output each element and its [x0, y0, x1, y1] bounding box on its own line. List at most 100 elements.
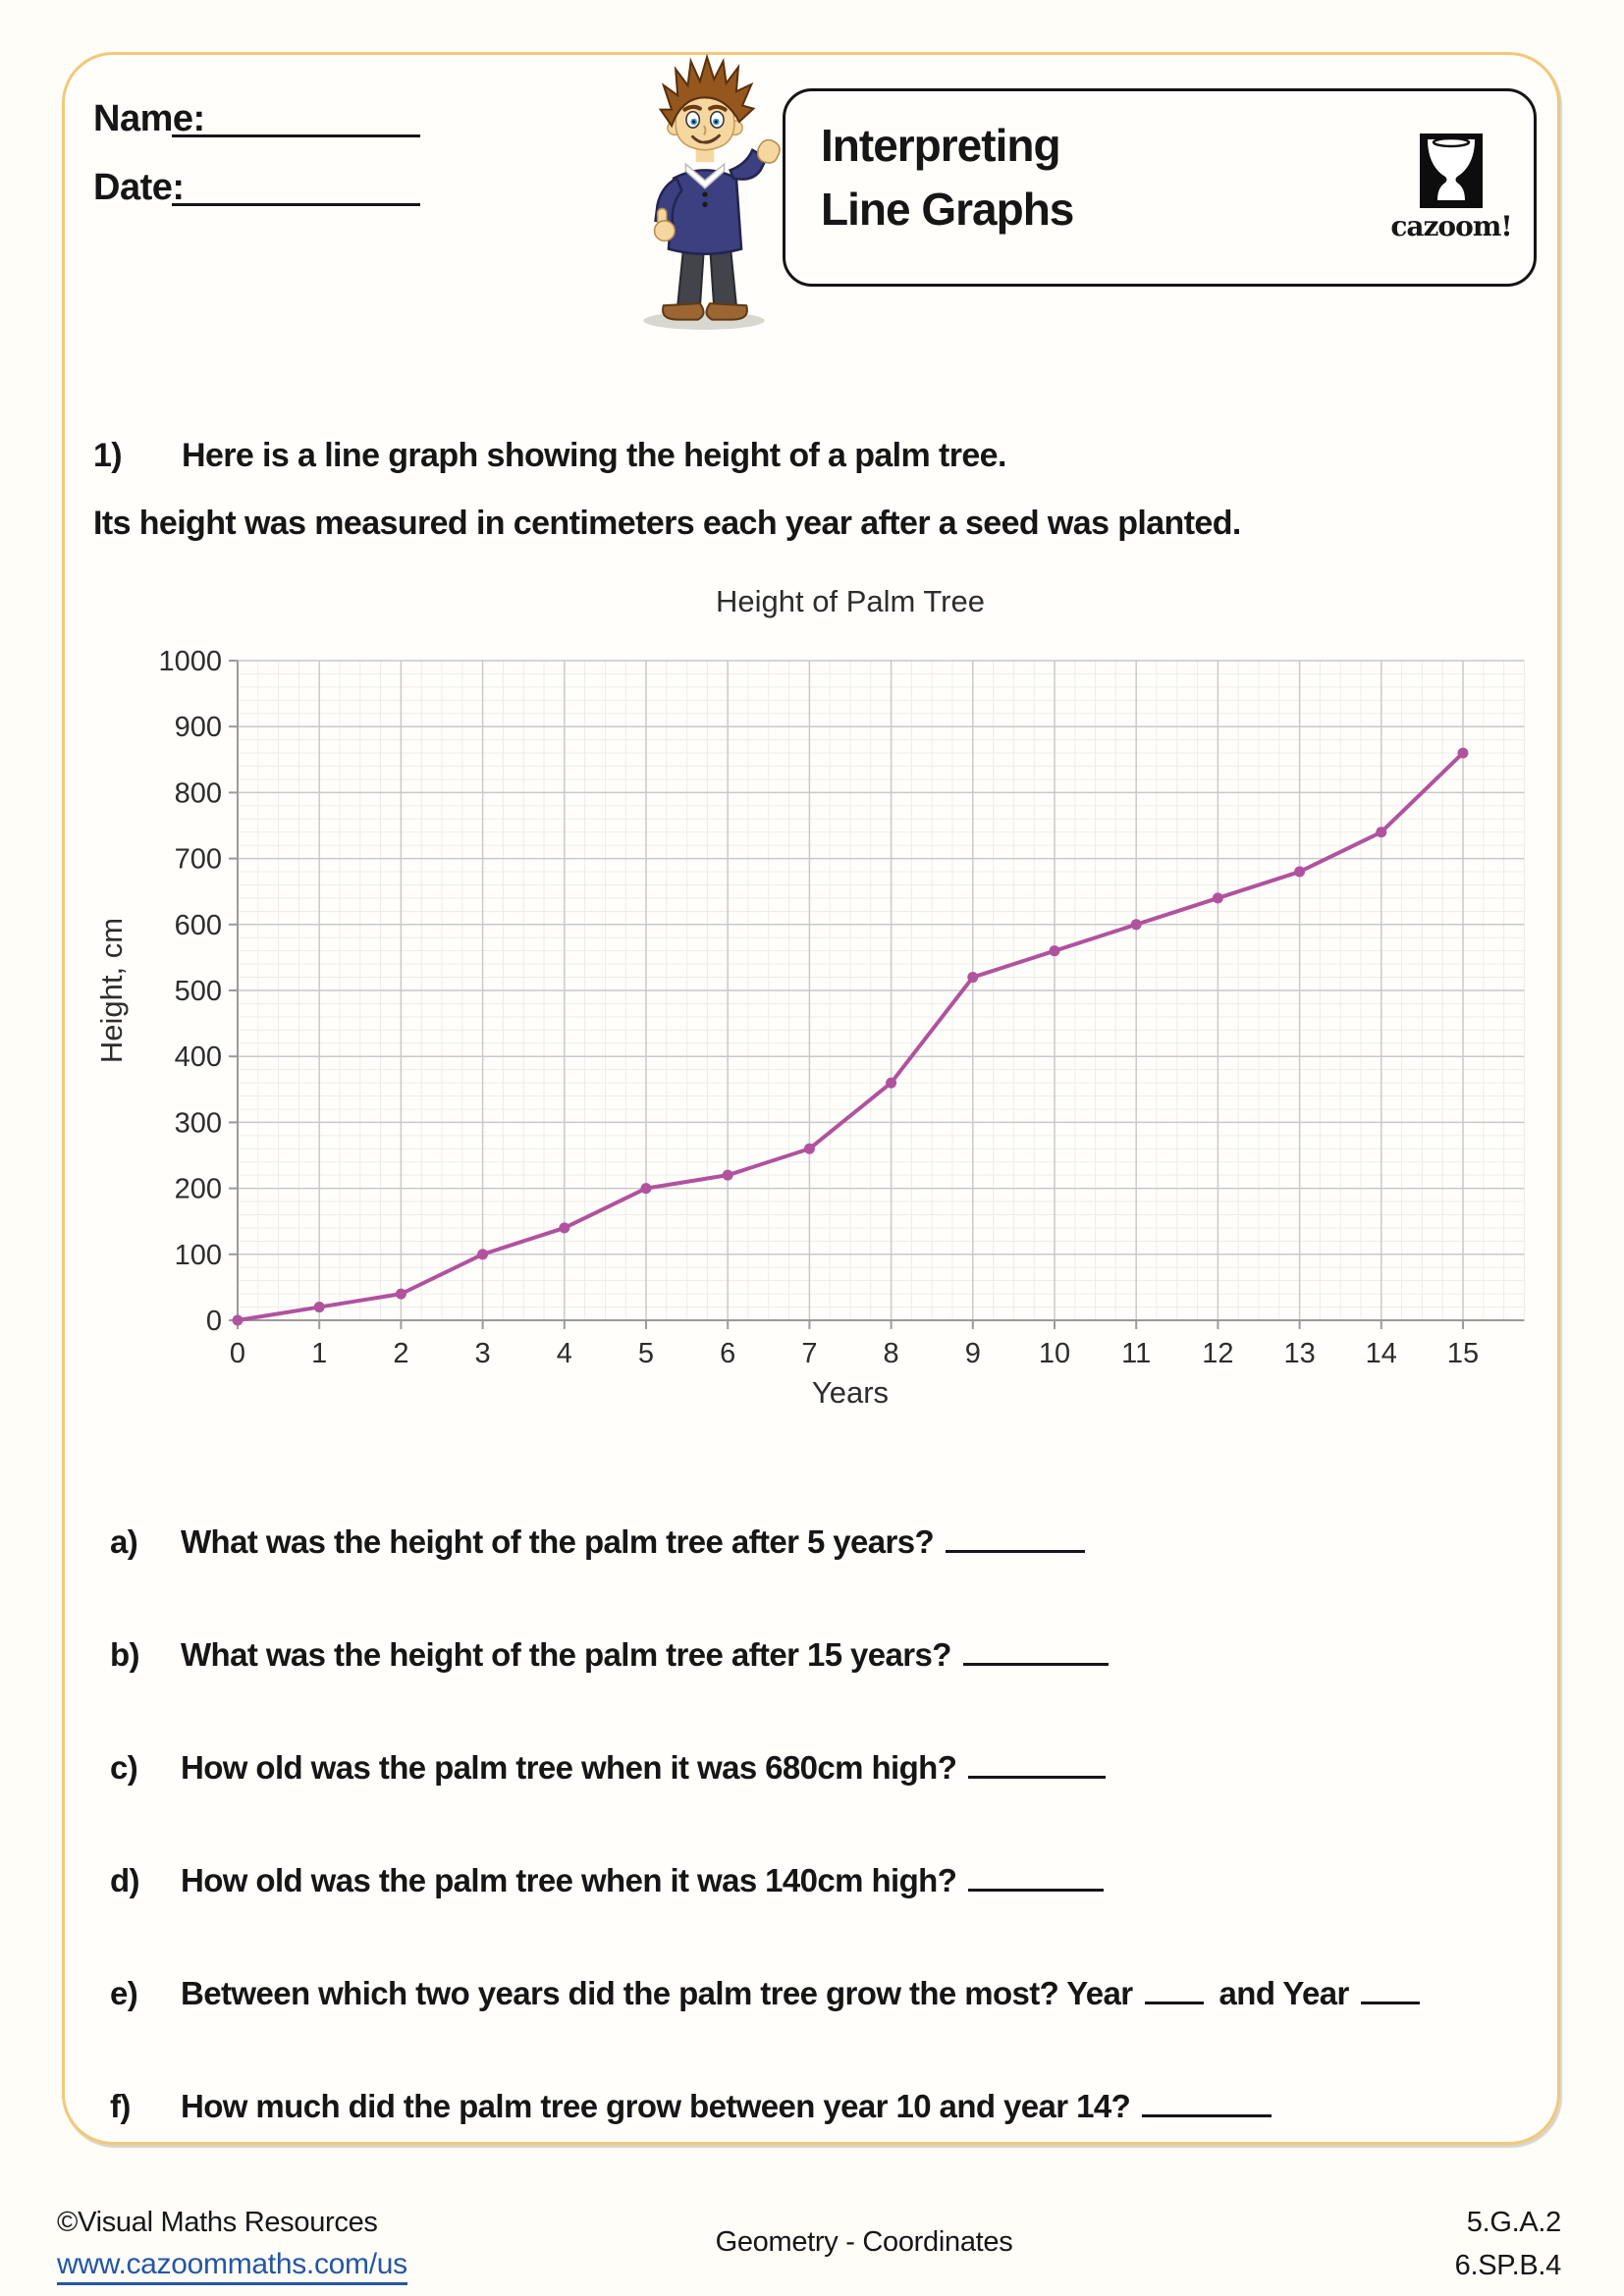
data-point-year-13 — [1294, 866, 1306, 878]
x-tick-label: 8 — [884, 1338, 899, 1369]
x-axis-label: Years — [812, 1375, 889, 1410]
date-label: Date: — [93, 167, 185, 208]
copyright-text: ©Visual Maths Resources — [57, 2207, 378, 2238]
cazoom-logo-text: cazoom! — [1390, 210, 1512, 242]
question-text-mid: and Year — [1218, 1975, 1350, 2011]
name-write-in-line — [172, 102, 420, 137]
question-label: c) — [110, 1749, 138, 1786]
raised-hand — [756, 138, 781, 164]
worksheet-border-frame — [62, 52, 1560, 2145]
question-row-a: a) What was the height of the palm tree … — [110, 1523, 1086, 1561]
question1-line1: Here is a line graph showing the height … — [182, 437, 1006, 474]
y-tick-label: 300 — [175, 1107, 222, 1139]
x-tick-label: 4 — [557, 1338, 572, 1369]
answer-blank-e2 — [1360, 1975, 1420, 2004]
spiky-hair — [658, 53, 756, 129]
question-row-c: c) How old was the palm tree when it was… — [110, 1749, 1107, 1787]
answer-blank-b — [962, 1636, 1109, 1666]
y-tick-label: 200 — [175, 1174, 222, 1205]
thumbs-up-hand — [653, 220, 676, 242]
worksheet-title: Interpreting Line Graphs — [821, 114, 1074, 242]
x-tick-label: 2 — [393, 1338, 408, 1369]
data-point-year-10 — [1049, 945, 1060, 957]
question-text: What was the height of the palm tree aft… — [181, 1523, 935, 1560]
question-label: f) — [110, 2088, 131, 2124]
x-tick-label: 14 — [1366, 1338, 1397, 1369]
shirt-collar — [684, 162, 726, 189]
cazoom-logo-icon — [1420, 133, 1483, 208]
shoe — [662, 302, 705, 321]
data-point-year-3 — [477, 1249, 489, 1260]
answer-blank-f — [1142, 2088, 1272, 2117]
y-tick-label: 0 — [206, 1306, 222, 1337]
worksheet-title-line2: Line Graphs — [821, 184, 1074, 236]
standard-code-1: 5.G.A.2 — [1466, 2207, 1562, 2238]
axes — [229, 660, 1525, 1329]
question-label: a) — [110, 1523, 138, 1560]
x-tick-label: 9 — [965, 1338, 981, 1369]
question-row-d: d) How old was the palm tree when it was… — [110, 1862, 1105, 1899]
name-label: Name: — [93, 98, 205, 139]
axis-labels: 0 1 2 3 4 5 6 7 8 9 10 11 12 13 14 15010020030040050060… — [158, 646, 1479, 1369]
y-tick-label: 900 — [175, 712, 222, 743]
x-tick-label: 3 — [475, 1338, 491, 1369]
y-tick-label: 600 — [175, 910, 222, 941]
date-write-in-line — [172, 171, 420, 206]
answer-blank-e1 — [1144, 1975, 1204, 2004]
x-tick-label: 12 — [1202, 1338, 1233, 1369]
data-point-year-6 — [722, 1169, 733, 1181]
x-tick-label: 0 — [230, 1338, 245, 1369]
worksheet-title-line1: Interpreting — [821, 120, 1061, 171]
question-text: How much did the palm tree grow between … — [181, 2088, 1131, 2124]
data-point-year-9 — [967, 972, 979, 984]
answer-blank-d — [968, 1862, 1105, 1892]
question1-line2: Its height was measured in centimeters e… — [93, 505, 1241, 542]
palm-tree-height-line-chart: 0 1 2 3 4 5 6 7 8 9 10 11 12 13 14 15010020030040050060… — [94, 584, 1525, 1410]
data-point-year-5 — [640, 1183, 652, 1195]
worksheet-category: Geometry - Coordinates — [715, 2226, 1013, 2258]
question-text: How old was the palm tree when it was 14… — [181, 1862, 957, 1898]
series — [232, 747, 1469, 1326]
question-label: e) — [110, 1975, 138, 2011]
x-tick-label: 11 — [1121, 1338, 1151, 1369]
y-tick-label: 1000 — [158, 646, 222, 677]
data-point-year-0 — [232, 1314, 244, 1326]
question-text: Between which two years did the palm tre… — [181, 1975, 1133, 2011]
chart-title: Height of Palm Tree — [716, 584, 985, 618]
question1-number: 1) — [93, 437, 123, 474]
shoe — [705, 302, 748, 321]
y-axis-label: Height, cm — [94, 918, 129, 1063]
palm-height-series-line — [237, 751, 1465, 1322]
question-row-e: e) Between which two years did the palm … — [110, 1975, 1434, 2012]
x-tick-label: 7 — [801, 1338, 817, 1369]
question-row-b: b) What was the height of the palm tree … — [110, 1636, 1109, 1674]
student-character-illustration — [643, 53, 781, 330]
question-row-f: f) How much did the palm tree grow betwe… — [110, 2088, 1272, 2125]
x-tick-label: 1 — [311, 1338, 327, 1369]
website-link[interactable]: www.cazoommaths.com/us — [57, 2248, 407, 2285]
x-tick-label: 5 — [638, 1338, 654, 1369]
x-tick-label: 10 — [1039, 1338, 1070, 1369]
x-tick-label: 15 — [1447, 1338, 1479, 1369]
x-tick-label: 6 — [720, 1338, 735, 1369]
question-text: How old was the palm tree when it was 68… — [181, 1749, 957, 1786]
y-tick-label: 100 — [175, 1240, 222, 1271]
y-tick-label: 400 — [175, 1041, 222, 1073]
data-point-year-1 — [313, 1302, 325, 1313]
data-point-year-4 — [559, 1222, 570, 1234]
data-point-year-11 — [1130, 919, 1142, 931]
chart-titles: Height of Palm Tree Years Height, cm — [94, 584, 985, 1410]
question-label: b) — [110, 1636, 140, 1673]
answer-blank-a — [946, 1523, 1086, 1553]
data-point-year-8 — [886, 1077, 897, 1089]
answer-blank-c — [968, 1749, 1107, 1779]
question-text: What was the height of the palm tree aft… — [181, 1636, 951, 1673]
grid-major — [237, 660, 1525, 1320]
y-tick-label: 700 — [175, 844, 222, 876]
y-tick-label: 500 — [175, 976, 222, 1007]
data-point-year-15 — [1457, 747, 1469, 759]
data-point-year-7 — [803, 1143, 815, 1154]
question-label: d) — [110, 1862, 140, 1898]
data-point-year-12 — [1212, 892, 1223, 904]
worksheet-title-box — [783, 88, 1537, 287]
